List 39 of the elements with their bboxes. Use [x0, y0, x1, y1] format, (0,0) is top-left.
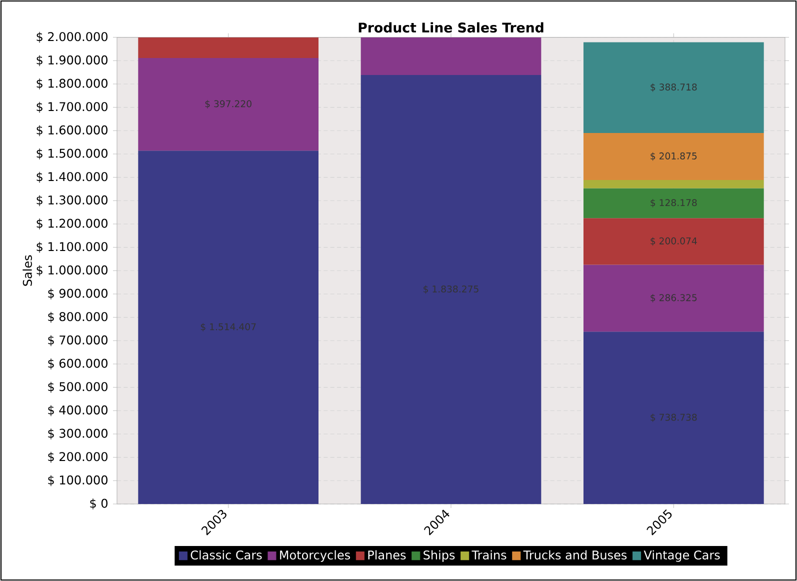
y-tick-label: $ 1.200.000	[36, 218, 108, 230]
data-label: $ 388.718	[650, 83, 697, 92]
chart-title: Product Line Sales Trend	[358, 22, 544, 33]
y-tick-label: $ 1.000.000	[36, 265, 108, 276]
legend-label: Trains	[472, 550, 506, 560]
y-tick-label: $ 500.000	[48, 382, 108, 393]
legend-label: Trucks and Buses	[523, 550, 627, 560]
legend-label: Planes	[368, 550, 406, 560]
y-tick-label: $ 1.600.000	[36, 125, 108, 136]
data-label: $ 397.220	[205, 100, 252, 109]
data-label: $ 1.514.407	[200, 323, 256, 332]
data-label: $ 286.325	[650, 294, 697, 302]
y-tick-label: $ 700.000	[48, 335, 108, 346]
y-tick-label: $ 400.000	[48, 405, 108, 416]
y-axis-title: Sales	[22, 255, 32, 286]
y-tick-label: $ 1.700.000	[36, 102, 108, 113]
data-label: $ 200.074	[650, 237, 697, 246]
legend-label: Motorcycles	[280, 550, 350, 562]
legend-label: Classic Cars	[190, 550, 262, 560]
y-tick-label: $ 100.000	[48, 475, 108, 486]
data-label: $ 1.838.275	[424, 285, 478, 294]
y-tick-label: $ 800.000	[48, 312, 108, 323]
y-tick-label: $ 1.900.000	[36, 55, 108, 66]
y-tick-label: $ 1.300.000	[36, 195, 108, 206]
legend-label: Vintage Cars	[644, 550, 720, 562]
y-tick-label: $ 1.800.000	[36, 78, 108, 90]
y-tick-label: $ 1.500.000	[36, 148, 108, 160]
y-tick-label: $ 300.000	[48, 428, 108, 440]
data-label: $ 738.738	[650, 414, 697, 422]
y-tick-label: $ 1.100.000	[36, 242, 108, 253]
y-tick-label: $ 900.000	[48, 288, 108, 300]
legend-label: Ships	[424, 550, 455, 562]
y-tick-label: $ 200.000	[48, 452, 108, 463]
y-tick-label: $ 1.400.000	[36, 172, 108, 183]
data-label: $ 128.178	[650, 198, 697, 208]
y-tick-label: $ 600.000	[48, 358, 108, 370]
y-tick-label: $ 2.000.000	[36, 32, 108, 43]
y-tick-label: $ 0	[90, 498, 108, 510]
data-label: $ 201.875	[650, 152, 697, 161]
